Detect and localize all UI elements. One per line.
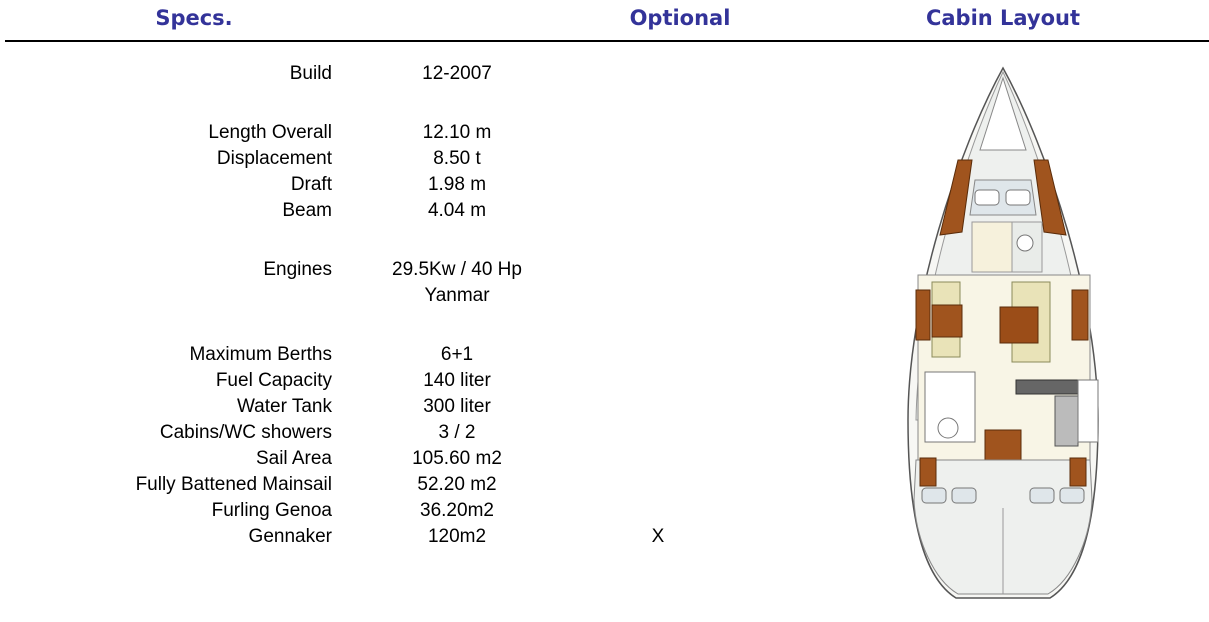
spec-value: Yanmar — [424, 285, 489, 307]
optional-mark: X — [652, 526, 665, 548]
optional-heading: Optional — [630, 6, 731, 30]
cabin-layout-heading: Cabin Layout — [926, 6, 1080, 30]
spec-value: 120m2 — [428, 526, 486, 548]
spec-value: 3 / 2 — [439, 422, 476, 444]
spec-label: Sail Area — [256, 448, 332, 470]
spec-value: 6+1 — [441, 344, 473, 366]
spec-value: 52.20 m2 — [417, 474, 496, 496]
spec-label: Fully Battened Mainsail — [136, 474, 332, 496]
spec-label: Build — [290, 63, 332, 85]
spec-label: Fuel Capacity — [216, 370, 332, 392]
spec-label: Water Tank — [237, 396, 332, 418]
cabin-layout-drawing — [0, 0, 1209, 622]
spec-label: Furling Genoa — [212, 500, 332, 522]
spec-label: Beam — [282, 200, 332, 222]
specs-heading: Specs. — [155, 6, 232, 30]
spec-label: Displacement — [217, 148, 332, 170]
spec-value: 4.04 m — [428, 200, 486, 222]
spec-label: Length Overall — [208, 122, 332, 144]
spec-value: 300 liter — [423, 396, 491, 418]
header-rule — [5, 40, 1209, 42]
spec-value: 29.5Kw / 40 Hp — [392, 259, 522, 281]
spec-value: 140 liter — [423, 370, 491, 392]
spec-value: 105.60 m2 — [412, 448, 502, 470]
spec-value: 36.20m2 — [420, 500, 494, 522]
spec-label: Draft — [291, 174, 332, 196]
spec-value: 1.98 m — [428, 174, 486, 196]
spec-label: Engines — [263, 259, 332, 281]
spec-label: Cabins/WC showers — [160, 422, 332, 444]
page: Specs. Optional Cabin Layout Build 12-200… — [0, 0, 1209, 622]
spec-value: 12-2007 — [422, 63, 492, 85]
spec-label: Gennaker — [249, 526, 332, 548]
spec-value: 12.10 m — [423, 122, 492, 144]
spec-value: 8.50 t — [433, 148, 481, 170]
spec-label: Maximum Berths — [189, 344, 332, 366]
